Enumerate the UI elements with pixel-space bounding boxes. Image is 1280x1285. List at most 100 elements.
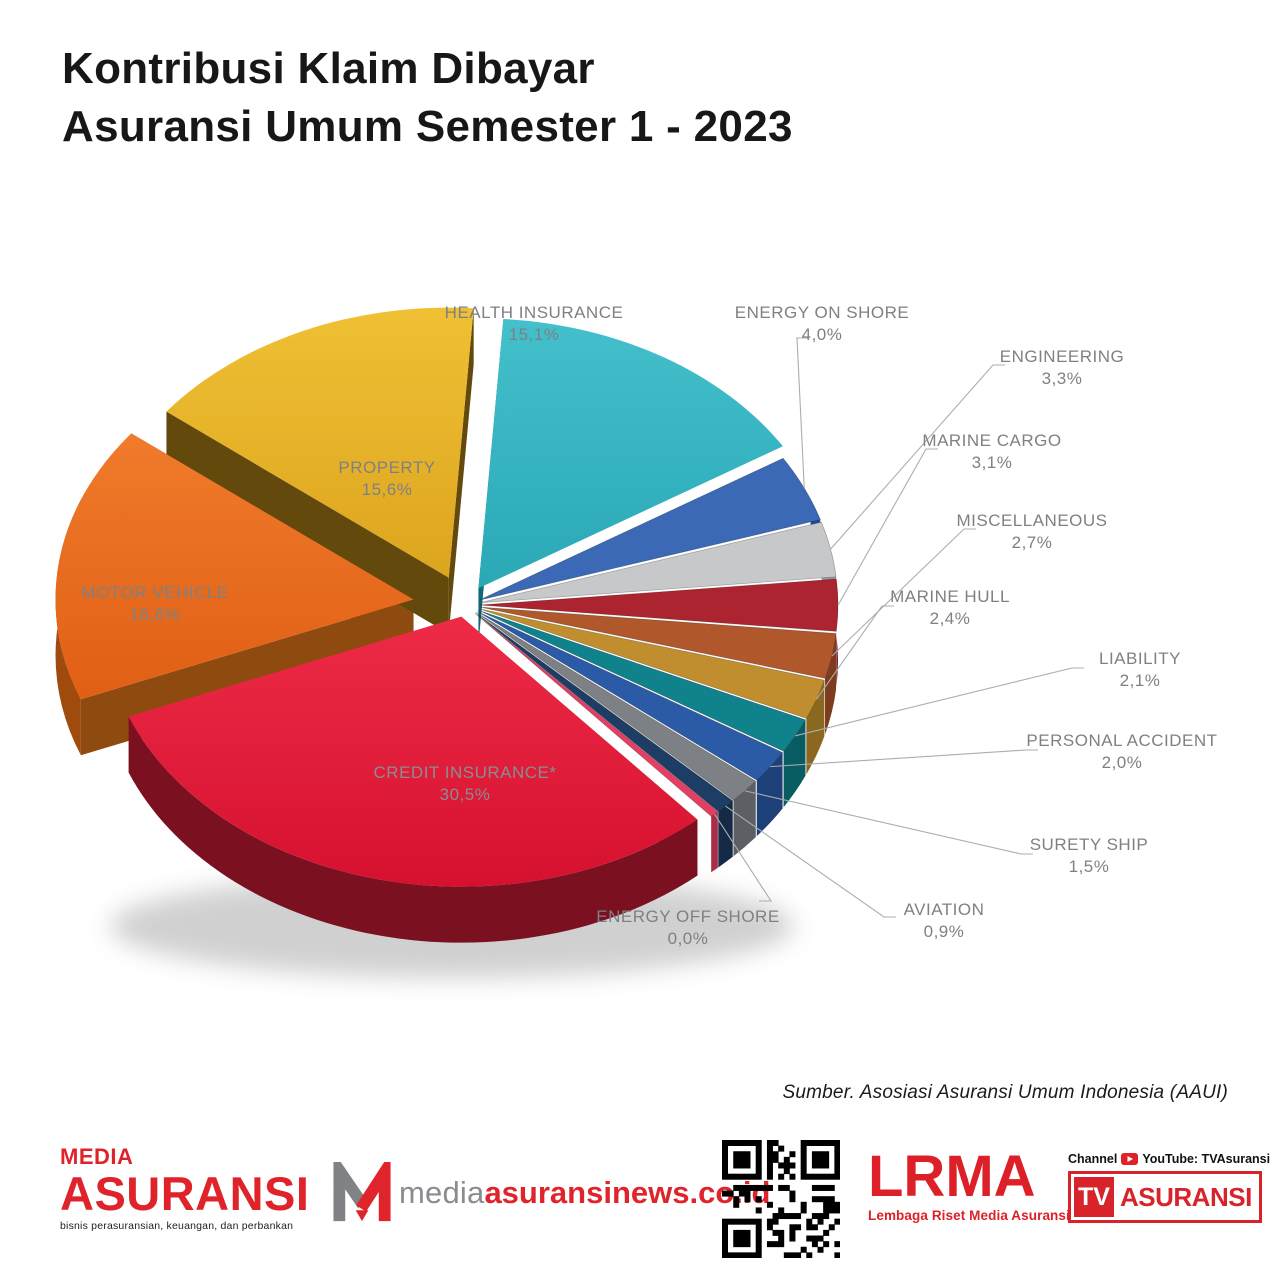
qr-module: [772, 1151, 779, 1158]
qr-module: [823, 1241, 830, 1248]
slice-label-surety-ship: SURETY SHIP: [1030, 835, 1149, 854]
qr-module: [722, 1218, 728, 1225]
qr-module: [744, 1156, 751, 1163]
qr-module: [733, 1201, 740, 1208]
slice-pct-surety-ship: 1,5%: [1069, 857, 1110, 876]
qr-module: [722, 1190, 728, 1197]
qr-module: [766, 1151, 773, 1158]
qr-module: [744, 1241, 751, 1248]
qr-module: [811, 1162, 818, 1169]
pie-slice-motor-vehicle: [55, 433, 414, 700]
qr-module: [834, 1241, 840, 1248]
qr-module: [738, 1241, 745, 1248]
qr-module: [733, 1241, 740, 1248]
slice-label-motor-vehicle: MOTOR VEHICLE: [82, 583, 229, 602]
qr-module: [750, 1252, 757, 1258]
qr-module: [755, 1207, 762, 1214]
slice-label-engineering: ENGINEERING: [1000, 347, 1125, 366]
qr-module: [722, 1235, 728, 1242]
qr-module: [722, 1162, 728, 1169]
slice-label-miscellaneous: MISCELLANEOUS: [956, 511, 1107, 530]
qr-module: [778, 1173, 785, 1180]
qr-module: [755, 1156, 762, 1163]
slice-pct-liability: 2,1%: [1120, 671, 1161, 690]
qr-module: [755, 1168, 762, 1175]
leader-line-marine-cargo: [837, 448, 938, 606]
qr-module: [755, 1229, 762, 1236]
slice-pct-marine-cargo: 3,1%: [972, 453, 1013, 472]
qr-module: [755, 1145, 762, 1152]
mediaasuransinews-logo: media asuransinews.co.id: [333, 1162, 770, 1224]
qr-module: [789, 1229, 796, 1236]
pie-slice-side-energy-off-shore: [711, 811, 718, 873]
pie-slice-energy-off-shore: [474, 613, 719, 817]
qr-module: [733, 1140, 740, 1146]
qr-module: [823, 1162, 830, 1169]
site-name-gray: media: [399, 1175, 485, 1210]
slice-pct-motor-vehicle: 16,6%: [130, 605, 181, 624]
leader-line-surety-ship: [744, 790, 1033, 855]
tv-channel-prefix: Channel: [1068, 1152, 1118, 1166]
qr-module: [778, 1229, 785, 1236]
qr-module: [789, 1252, 796, 1258]
qr-module: [823, 1213, 830, 1220]
qr-module: [811, 1151, 818, 1158]
pie-slice-cut-property: [166, 411, 449, 634]
qr-module: [772, 1140, 779, 1146]
qr-module: [806, 1235, 813, 1242]
qr-module: [811, 1235, 818, 1242]
qr-module: [811, 1224, 818, 1231]
m-monogram-icon: [333, 1162, 391, 1222]
qr-module: [755, 1218, 762, 1225]
qr-module: [755, 1246, 762, 1253]
pie-slice-credit-insurance: [128, 616, 698, 887]
qr-module: [789, 1196, 796, 1203]
qr-module: [738, 1235, 745, 1242]
qr-module: [817, 1196, 824, 1203]
qr-module: [772, 1213, 779, 1220]
qr-module: [834, 1140, 840, 1146]
qr-module: [800, 1168, 807, 1175]
slice-label-marine-cargo: MARINE CARGO: [922, 431, 1061, 450]
qr-module: [817, 1218, 824, 1225]
qr-module: [744, 1252, 751, 1258]
slice-pct-aviation: 0,9%: [924, 922, 965, 941]
qr-module: [806, 1224, 813, 1231]
pie-slice-aviation: [475, 612, 734, 812]
qr-module: [744, 1140, 751, 1146]
source-note: Sumber. Asosiasi Asuransi Umum Indonesia…: [782, 1082, 1228, 1103]
youtube-play-icon: [1121, 1153, 1139, 1165]
qr-module: [750, 1184, 757, 1191]
pie-slice-energy-on-shore: [478, 457, 821, 601]
qr-module: [727, 1173, 734, 1180]
pie-slice-side-marine-hull: [806, 680, 825, 775]
qr-module: [744, 1173, 751, 1180]
qr-module: [806, 1173, 813, 1180]
leader-line-energy-off-shore: [714, 813, 773, 902]
qr-module: [722, 1140, 728, 1146]
qr-module: [733, 1156, 740, 1163]
qr-module: [800, 1201, 807, 1208]
qr-module: [755, 1173, 762, 1180]
qr-module: [800, 1151, 807, 1158]
qr-module: [817, 1246, 824, 1253]
qr-module: [738, 1184, 745, 1191]
qr-module: [733, 1162, 740, 1169]
qr-module: [778, 1145, 785, 1152]
qr-module: [738, 1229, 745, 1236]
media-asuransi-top-label: MEDIA: [60, 1144, 134, 1169]
qr-module: [766, 1224, 773, 1231]
qr-module: [772, 1156, 779, 1163]
tv-channel-line: Channel YouTube: TVAsuransi: [1068, 1152, 1270, 1166]
qr-module: [778, 1235, 785, 1242]
qr-module: [834, 1156, 840, 1163]
qr-module: [722, 1151, 728, 1158]
qr-module: [744, 1235, 751, 1242]
pie-slice-surety-ship: [476, 612, 757, 801]
lrma-logo: LRMA Lembaga Riset Media Asuransi: [868, 1148, 1070, 1223]
qr-module: [766, 1218, 773, 1225]
qr-module: [783, 1168, 790, 1175]
tv-square: TV: [1074, 1177, 1114, 1217]
qr-module: [727, 1218, 734, 1225]
